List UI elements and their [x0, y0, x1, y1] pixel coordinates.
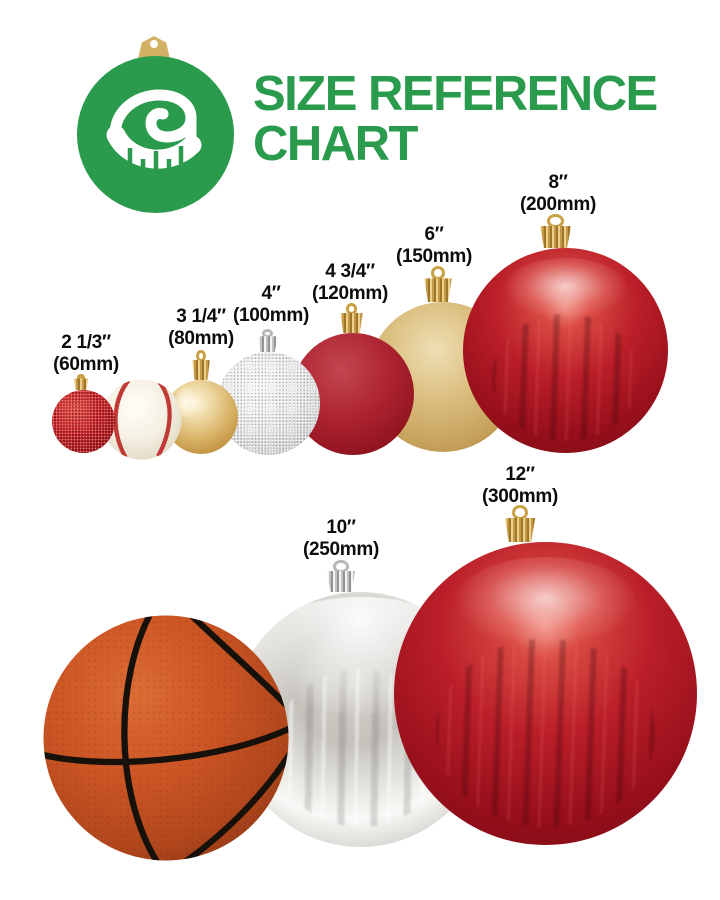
ornament-red-shiny-300mm — [394, 505, 697, 845]
size-label-60mm: 2 1/3″ (60mm) — [53, 332, 119, 375]
title-line-2: CHART — [253, 117, 418, 171]
ball-red-shiny-large — [394, 542, 697, 845]
ornament-red-shiny-200mm — [463, 214, 668, 453]
cap-crown — [257, 336, 278, 352]
cap-crown — [192, 360, 210, 380]
ornament-cap — [257, 329, 278, 352]
size-label-250mm: 10″ (250mm) — [302, 517, 380, 560]
ball-red-glitter — [52, 390, 115, 453]
ball-red-shiny — [463, 248, 668, 453]
cap-crown — [539, 225, 572, 248]
cap-crown — [424, 278, 452, 302]
size-label-150mm: 6″ (150mm) — [395, 224, 473, 267]
basketball — [41, 613, 291, 863]
size-label-80mm: 3 1/4″ (80mm) — [168, 306, 234, 349]
cap-crown — [73, 378, 89, 390]
ornament-cap — [539, 214, 572, 248]
ornament-cap-graphic — [138, 36, 170, 59]
tape-measure-ornament-icon — [77, 56, 234, 213]
ornament-cap — [73, 374, 89, 390]
size-label-300mm: 12″ (300mm) — [481, 464, 559, 507]
size-label-100mm: 4″ (100mm) — [232, 283, 310, 326]
cap-hole — [150, 40, 158, 48]
basketball-graphic — [43, 615, 289, 861]
ornament-cap — [504, 505, 536, 542]
title-line-1: SIZE REFERENCE — [253, 67, 658, 121]
ornament-cap — [326, 560, 356, 592]
ornament-cap — [340, 303, 363, 333]
ornament-cap — [192, 350, 210, 380]
tape-measure-icon — [106, 89, 202, 172]
baseball — [101, 379, 182, 460]
size-label-200mm: 8″ (200mm) — [519, 172, 597, 215]
page-title: SIZE REFERENCE CHART — [253, 67, 658, 171]
cap-crown — [504, 517, 536, 542]
size-label-120mm: 4 3/4″ (120mm) — [311, 261, 389, 304]
cap-crown — [326, 570, 356, 592]
cap-loop — [511, 505, 529, 520]
baseball-graphic — [101, 379, 182, 460]
cap-loop — [547, 214, 564, 228]
ornament-cap — [424, 266, 452, 302]
cap-loop — [430, 266, 446, 281]
ornament-red-glitter-60mm — [52, 374, 115, 453]
cap-crown — [340, 313, 363, 333]
